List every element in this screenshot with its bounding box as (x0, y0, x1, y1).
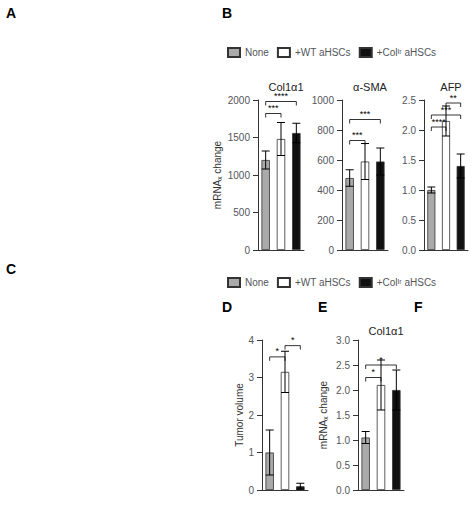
svg-text:+WT aHSCs: +WT aHSCs (295, 277, 351, 288)
svg-text:*: * (276, 346, 280, 356)
svg-text:3: 3 (248, 372, 254, 383)
svg-text:*: * (379, 355, 383, 365)
svg-text:2.5: 2.5 (402, 95, 416, 106)
svg-text:E: E (318, 299, 327, 315)
svg-text:***: *** (268, 103, 279, 113)
svg-text:200: 200 (317, 215, 334, 226)
svg-text:+WT aHSCs: +WT aHSCs (295, 47, 351, 58)
svg-text:1.0: 1.0 (402, 185, 416, 196)
svg-text:0.5: 0.5 (336, 460, 350, 471)
svg-text:0.0: 0.0 (402, 245, 416, 256)
svg-text:0: 0 (248, 485, 254, 496)
svg-text:1.5: 1.5 (336, 410, 350, 421)
svg-text:2.0: 2.0 (402, 125, 416, 136)
svg-text:F: F (414, 299, 423, 315)
svg-text:***: *** (360, 109, 371, 119)
svg-text:Col1α1: Col1α1 (368, 325, 403, 337)
svg-text:2000: 2000 (228, 95, 251, 106)
svg-text:mRNAₓ change: mRNAₓ change (212, 140, 223, 209)
svg-text:None: None (245, 277, 269, 288)
svg-text:A: A (6, 5, 16, 21)
svg-text:+Colᴵʳ aHSCs: +Colᴵʳ aHSCs (377, 277, 436, 288)
svg-text:400: 400 (317, 185, 334, 196)
svg-text:1.5: 1.5 (402, 155, 416, 166)
svg-text:****: **** (432, 117, 447, 127)
svg-text:0: 0 (328, 245, 334, 256)
svg-text:1000: 1000 (312, 95, 335, 106)
svg-text:2: 2 (248, 410, 254, 421)
svg-text:**: ** (450, 93, 458, 103)
svg-text:3.0: 3.0 (336, 335, 350, 346)
svg-text:1: 1 (248, 447, 254, 458)
svg-text:2.0: 2.0 (336, 385, 350, 396)
svg-text:500: 500 (233, 207, 250, 218)
svg-text:D: D (222, 299, 232, 315)
svg-text:*: * (372, 367, 376, 377)
svg-text:0: 0 (244, 245, 250, 256)
svg-text:0.5: 0.5 (402, 215, 416, 226)
svg-text:0.0: 0.0 (336, 485, 350, 496)
svg-text:1000: 1000 (228, 170, 251, 181)
svg-text:****: **** (274, 91, 289, 101)
svg-text:C: C (6, 261, 16, 277)
svg-text:1500: 1500 (228, 132, 251, 143)
svg-text:B: B (222, 5, 232, 21)
svg-text:***: *** (352, 130, 363, 140)
svg-text:2.5: 2.5 (336, 360, 350, 371)
svg-text:α-SMA: α-SMA (353, 81, 388, 93)
svg-text:None: None (245, 47, 269, 58)
svg-text:Col1α1: Col1α1 (268, 81, 303, 93)
svg-text:600: 600 (317, 155, 334, 166)
svg-text:AFP: AFP (440, 81, 461, 93)
svg-text:4: 4 (248, 335, 254, 346)
svg-text:mRNAₓ change: mRNAₓ change (318, 380, 329, 449)
svg-text:+Colᴵʳ aHSCs: +Colᴵʳ aHSCs (377, 47, 436, 58)
svg-text:1.0: 1.0 (336, 435, 350, 446)
svg-text:*: * (291, 335, 295, 345)
svg-text:800: 800 (317, 125, 334, 136)
svg-text:Tumor volume: Tumor volume (234, 383, 245, 447)
